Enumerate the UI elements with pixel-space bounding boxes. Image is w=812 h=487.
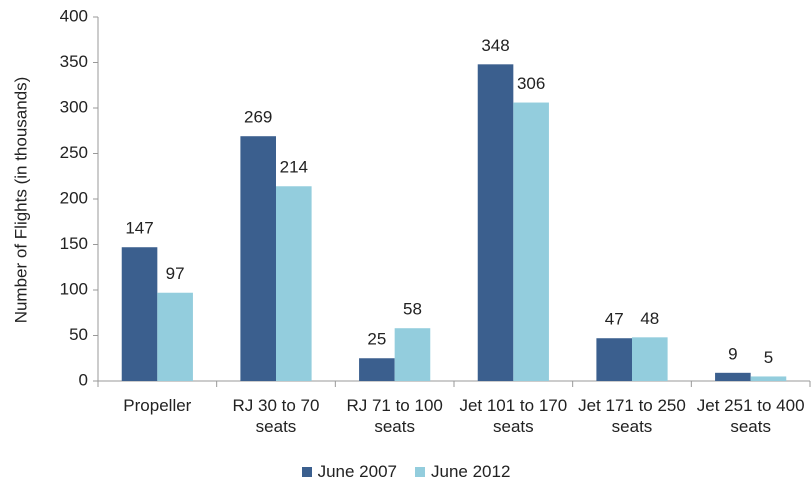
x-tick-label: Jet 101 to 170 seats xyxy=(459,396,568,436)
legend-swatch xyxy=(301,467,312,477)
legend-label: June 2007 xyxy=(317,462,397,481)
bar xyxy=(596,338,632,381)
x-tick-label: RJ 30 to 70 seats xyxy=(232,396,320,436)
bar xyxy=(632,337,668,381)
data-label: 214 xyxy=(280,158,308,177)
y-tick-label: 200 xyxy=(60,188,88,207)
data-label: 5 xyxy=(764,348,773,367)
data-label: 306 xyxy=(517,74,545,93)
y-tick-label: 300 xyxy=(60,97,88,116)
bar xyxy=(394,328,431,381)
data-label: 47 xyxy=(605,310,624,329)
data-label: 48 xyxy=(640,309,659,328)
data-label: 9 xyxy=(728,344,737,363)
bar xyxy=(276,186,312,381)
x-tick-label: Jet 171 to 250 seats xyxy=(578,396,686,436)
y-tick-label: 150 xyxy=(60,234,88,253)
data-label: 25 xyxy=(367,330,386,349)
data-label: 97 xyxy=(166,264,185,283)
bar xyxy=(477,64,514,381)
legend-item: June 2007 xyxy=(301,462,397,482)
bar xyxy=(240,136,276,381)
y-tick-label: 100 xyxy=(60,279,88,298)
data-label: 269 xyxy=(244,108,272,127)
bar xyxy=(513,102,549,381)
x-tick-label: RJ 71 to 100 seats xyxy=(346,396,443,436)
bar xyxy=(157,292,193,381)
data-label: 58 xyxy=(403,300,422,319)
data-label: 147 xyxy=(125,219,153,238)
legend-swatch xyxy=(415,467,425,477)
bar xyxy=(121,247,158,381)
legend-label: June 2012 xyxy=(431,462,511,481)
y-tick-label: 50 xyxy=(69,325,88,344)
bar xyxy=(715,372,751,381)
x-tick-label: Jet 251 to 400 seats xyxy=(696,396,805,436)
y-axis-title: Number of Flights (in thousands) xyxy=(11,77,30,324)
legend: June 2007 June 2012 xyxy=(0,462,812,482)
y-tick-label: 250 xyxy=(60,143,88,162)
y-tick-label: 0 xyxy=(79,370,88,389)
y-tick-label: 350 xyxy=(60,52,88,71)
legend-item: June 2012 xyxy=(415,462,510,482)
bar xyxy=(359,358,395,381)
y-tick-label: 400 xyxy=(60,6,88,25)
x-tick-label: Propeller xyxy=(123,396,192,415)
data-label: 348 xyxy=(481,36,509,55)
bar xyxy=(750,376,787,381)
